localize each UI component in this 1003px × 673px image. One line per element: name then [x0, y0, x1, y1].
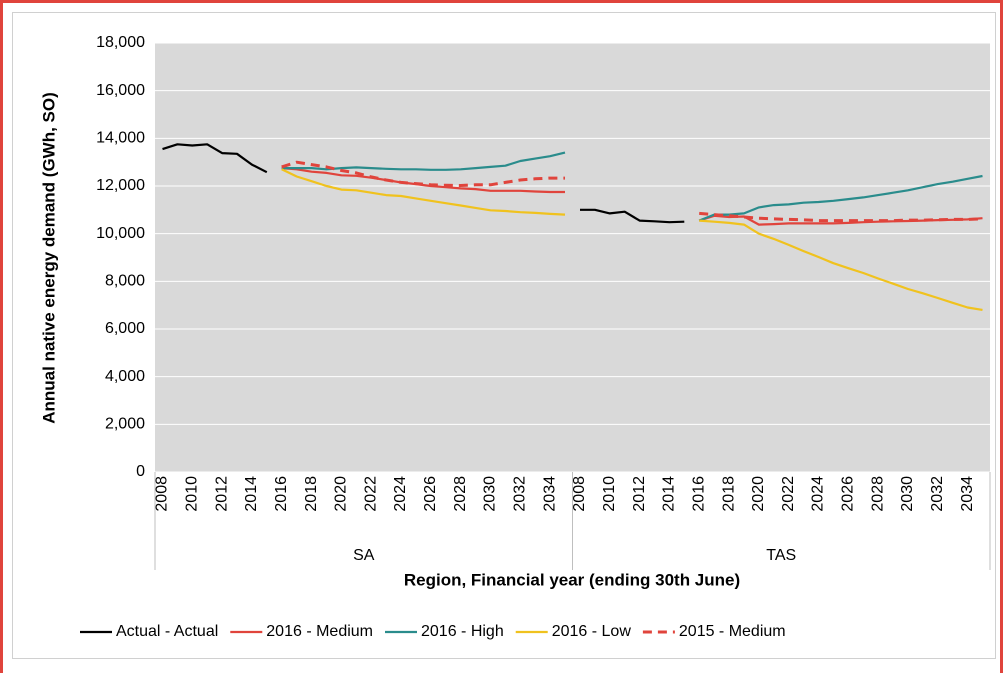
- y-tick-label: 16,000: [96, 82, 145, 99]
- x-tick-label: 2030: [482, 476, 499, 512]
- x-tick-label: 2016: [273, 476, 290, 512]
- x-tick-label: 2008: [571, 476, 588, 512]
- legend-label: 2016 - Low: [552, 623, 632, 640]
- x-tick-label: 2022: [362, 476, 379, 512]
- series-line: [162, 143, 685, 224]
- legend-label: 2016 - High: [421, 623, 504, 640]
- legend-label: 2016 - Medium: [266, 623, 373, 640]
- y-axis-title: Annual native energy demand (GWh, SO): [39, 92, 58, 424]
- y-tick-label: 18,000: [96, 34, 145, 51]
- x-tick-label: 2018: [720, 476, 737, 512]
- legend-label: 2015 - Medium: [679, 623, 786, 640]
- series-line: [281, 160, 983, 223]
- x-tick-label: 2028: [452, 476, 469, 512]
- series-line: [281, 168, 983, 311]
- x-tick-label: 2012: [213, 476, 230, 512]
- y-tick-label: 6,000: [105, 320, 145, 337]
- x-tick-label: 2010: [601, 476, 618, 512]
- x-tick-label: 2018: [303, 476, 320, 512]
- y-tick-label: 8,000: [105, 273, 145, 290]
- plot-area: [155, 43, 990, 472]
- y-tick-label: 4,000: [105, 368, 145, 385]
- x-tick-label: 2022: [780, 476, 797, 512]
- x-tick-label: 2010: [183, 476, 200, 512]
- x-tick-label: 2016: [690, 476, 707, 512]
- series-line: [281, 151, 983, 222]
- x-tick-label: 2028: [869, 476, 886, 512]
- y-tick-label: 14,000: [96, 130, 145, 147]
- x-tick-label: 2030: [899, 476, 916, 512]
- x-tick-label: 2024: [392, 476, 409, 512]
- legend-label: Actual - Actual: [116, 623, 218, 640]
- x-tick-label: 2020: [333, 476, 350, 512]
- x-tick-label: 2032: [512, 476, 529, 512]
- x-axis-title: Region, Financial year (ending 30th June…: [404, 570, 740, 589]
- x-tick-label: 2008: [154, 476, 171, 512]
- x-tick-label: 2024: [810, 476, 827, 512]
- x-tick-label: 2012: [631, 476, 648, 512]
- y-tick-label: 0: [136, 463, 145, 480]
- y-tick-label: 12,000: [96, 177, 145, 194]
- x-tick-label: 2034: [959, 476, 976, 512]
- x-tick-label: 2032: [929, 476, 946, 512]
- x-tick-label: 2026: [840, 476, 857, 512]
- x-tick-label: 2014: [243, 476, 260, 512]
- x-tick-label: 2034: [541, 476, 558, 512]
- y-tick-label: 10,000: [96, 225, 145, 242]
- group-label: SA: [353, 547, 375, 564]
- x-tick-label: 2026: [422, 476, 439, 512]
- x-tick-label: 2020: [750, 476, 767, 512]
- group-label: TAS: [766, 547, 796, 564]
- y-tick-label: 2,000: [105, 416, 145, 433]
- x-tick-label: 2014: [661, 476, 678, 512]
